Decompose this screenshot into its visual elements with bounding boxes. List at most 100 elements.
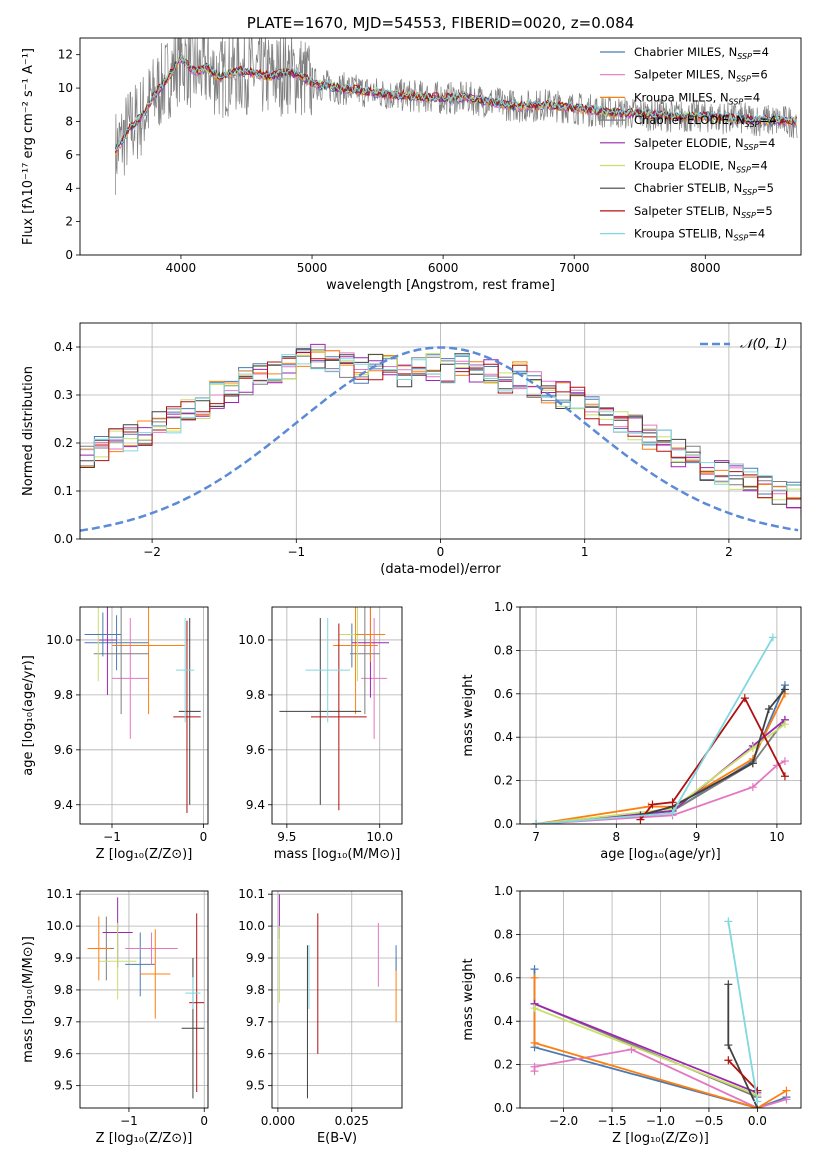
y-tick-label: 9.9 (246, 951, 265, 965)
weight-marker (753, 1097, 762, 1106)
x-tick-label: 6000 (428, 261, 459, 275)
y-tick-label: 10.0 (238, 633, 265, 647)
axes-residuals: −2 −1 0 1 2 0.0 0.1 0.2 0.3 0.4 (data-model)/error… (21, 323, 801, 577)
y-tick-label: 0.1 (54, 484, 73, 498)
weight-marker (636, 815, 645, 824)
weight-marker (780, 772, 789, 781)
y-tick-label: 10.1 (46, 887, 73, 901)
weight-marker (724, 1056, 733, 1065)
x-tick-label: −2.0 (549, 1114, 578, 1128)
x-tick-label: 0 (200, 830, 208, 844)
x-tick-label: −2 (143, 545, 161, 559)
y-tick-label: 8 (65, 114, 73, 128)
y-tick-label: 0.2 (494, 1058, 513, 1072)
weight-marker (764, 704, 773, 713)
x-axis-label: (data-model)/error (380, 562, 501, 577)
y-tick-label: 1.0 (494, 884, 513, 898)
y-tick-label: 1.0 (494, 600, 513, 614)
x-tick-label: 0 (200, 1114, 208, 1128)
weight-marker (780, 685, 789, 694)
weight-line-chabrier-stelib (640, 688, 786, 817)
y-tick-label: 9.8 (54, 688, 73, 702)
y-tick-label: 0.4 (494, 1014, 513, 1028)
x-tick-label: −1.5 (597, 1114, 626, 1128)
x-axis-label: Z [log₁₀(Z/Z⊙)] (96, 1131, 193, 1146)
y-tick-label: 4 (65, 181, 73, 195)
x-tick-label: −1 (287, 545, 305, 559)
x-tick-label: 10.0 (366, 830, 393, 844)
x-tick-label: 0.000 (261, 1114, 295, 1128)
x-tick-label: 9 (693, 830, 701, 844)
y-axis-label: age [log₁₀(age/yr)] (21, 655, 36, 776)
histogram-chabrier-stelib (80, 349, 801, 510)
axes-spectrum: 4000 5000 6000 7000 8000 0 2 4 6 8 10 12 wavelength … (21, 48, 721, 293)
y-tick-label: 0.2 (54, 436, 73, 450)
y-tick-label: 9.6 (246, 1047, 265, 1061)
plot-frame (271, 890, 403, 1109)
x-tick-label: 8000 (690, 261, 721, 275)
weight-marker (668, 809, 677, 818)
weight-line-salpeter-stelib (727, 1059, 759, 1092)
plot-frame (79, 37, 802, 256)
y-axis-label: Flux [fλ10⁻¹⁷ erg cm⁻² s⁻¹ A⁻¹] (21, 48, 36, 245)
y-tick-label: 9.6 (54, 1047, 73, 1061)
y-tick-label: 0.0 (54, 532, 73, 546)
weight-marker (748, 759, 757, 768)
y-tick-label: 12 (58, 48, 73, 62)
x-tick-label: −1.0 (646, 1114, 675, 1128)
y-tick-label: 10.1 (238, 887, 265, 901)
axes-age-mass: 9.5 10.0 9.4 9.6 9.8 10.0 mass [log₁₀(M/M⊙)] (238, 607, 402, 862)
y-tick-label: 9.4 (54, 798, 73, 812)
x-tick-label: 0.0 (748, 1114, 767, 1128)
weight-line-salpeter-elodie (534, 1002, 758, 1094)
weight-marker (530, 1062, 539, 1071)
x-axis-label: Z [log₁₀(Z/Z⊙)] (96, 847, 193, 862)
weight-marker (782, 1095, 791, 1104)
y-tick-label: 10.0 (46, 633, 73, 647)
x-tick-label: 4000 (166, 261, 197, 275)
y-tick-label: 2 (65, 215, 73, 229)
plot-frame (79, 322, 802, 540)
weight-marker (530, 965, 539, 974)
legend-label: Kroupa MILES, NSSP=4 (634, 90, 760, 106)
weight-line-kroupa-elodie (536, 723, 786, 824)
chart-title: PLATE=1670, MJD=54553, FIBERID=0020, z=0… (247, 14, 634, 32)
weight-line-salpeter-elodie (536, 719, 786, 824)
histograms (80, 343, 801, 532)
plot-frame (79, 606, 209, 825)
y-tick-label: 9.6 (246, 743, 265, 757)
x-tick-label: 10 (769, 830, 784, 844)
y-tick-label: 0.2 (494, 774, 513, 788)
y-tick-label: 9.7 (54, 1015, 73, 1029)
errorbars-mass-Z (87, 897, 205, 1099)
y-tick-label: 10.0 (46, 919, 73, 933)
gaussian-curve (80, 346, 799, 532)
plot-frame (271, 606, 403, 825)
x-tick-label: 0 (437, 545, 445, 559)
plot-frame (79, 890, 209, 1109)
y-tick-label: 9.4 (246, 798, 265, 812)
legend-label: Chabrier MILES, NSSP=4 (634, 45, 769, 61)
y-tick-label: 9.7 (246, 1015, 265, 1029)
x-tick-label: 9.5 (277, 830, 296, 844)
legend-label: Chabrier ELODIE, NSSP=4 (634, 113, 776, 129)
x-axis-label: mass [log₁₀(M/M⊙)] (274, 847, 401, 862)
x-tick-label: 1 (581, 545, 589, 559)
weight-marker (740, 694, 749, 703)
legend-label: Salpeter STELIB, NSSP=5 (634, 204, 773, 220)
y-tick-label: 0.3 (54, 388, 73, 402)
weight-marker (748, 744, 757, 753)
legend-label: Salpeter ELODIE, NSSP=4 (634, 136, 775, 152)
y-tick-label: 9.8 (246, 983, 265, 997)
axes-mass-Z: −1 0 9.5 9.6 9.7 9.8 9.9 10.0 10.1 Z [log₁₀(Z/Z⊙)… (21, 887, 208, 1146)
legend-label: Chabrier STELIB, NSSP=5 (634, 181, 774, 197)
x-axis-label: wavelength [Angstrom, rest frame] (326, 278, 555, 293)
legend-gauss-label: 𝒩(0, 1) (740, 337, 787, 352)
weight-marker (780, 757, 789, 766)
axes-mass-ebv: 0.000 0.025 9.5 9.6 9.7 9.8 9.9 10.0 10.1 E(B-V) (238, 887, 402, 1146)
y-tick-label: 0.4 (54, 340, 73, 354)
axes-weight-Z: −2.0 −1.5 −1.0 −0.5 0.0 0.0 0.2 0.4 0.6 0.8 1.0 Z [… (461, 884, 801, 1146)
y-tick-label: 10.0 (238, 919, 265, 933)
weight-line-kroupa-stelib (536, 636, 774, 824)
x-tick-label: 7000 (559, 261, 590, 275)
